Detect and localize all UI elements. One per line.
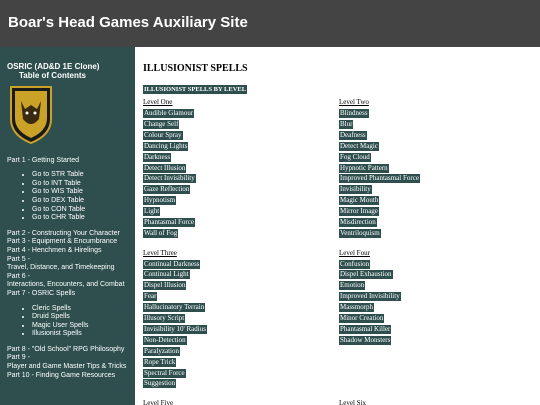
toc-heading: OSRIC (AD&D 1E Clone) Table of Contents bbox=[7, 62, 135, 80]
spell-link[interactable]: Hypnotism bbox=[143, 196, 177, 206]
spell-link[interactable]: Invisibility 10' Radius bbox=[143, 324, 207, 334]
logo bbox=[10, 86, 52, 145]
spell-link[interactable]: Invisibility bbox=[339, 185, 372, 195]
toc-sublist: Cleric SpellsDruid SpellsMagic User Spel… bbox=[7, 305, 135, 339]
toc-subitem[interactable]: Go to WIS Table bbox=[32, 188, 135, 197]
spell-link[interactable]: Non-Detection bbox=[143, 335, 187, 345]
spell-link[interactable]: Detect Magic bbox=[339, 141, 379, 151]
toc: Part 1 - Getting StartedGo to STR TableG… bbox=[7, 157, 135, 381]
toc-part[interactable]: Part 6 - Interactions, Encounters, and Co… bbox=[7, 273, 135, 290]
spell-link[interactable]: Hallucinatory Terrain bbox=[143, 303, 206, 313]
toc-subitem[interactable]: Druid Spells bbox=[32, 313, 135, 322]
spell-link[interactable]: Minor Creation bbox=[339, 314, 385, 323]
spell-link[interactable]: Shadow Monsters bbox=[339, 335, 392, 345]
spell-link[interactable]: Deafness bbox=[339, 130, 367, 140]
spell-link[interactable]: Misdirection bbox=[339, 218, 377, 227]
toc-part[interactable]: Part 9 - Player and Game Master Tips & Tr… bbox=[7, 354, 135, 371]
toc-subitem[interactable]: Go to DEX Table bbox=[32, 197, 135, 206]
spell-link[interactable]: Blur bbox=[339, 119, 354, 129]
spell-link[interactable]: Colour Spray bbox=[143, 130, 183, 140]
spell-link[interactable]: Wall of Fog bbox=[143, 228, 179, 238]
toc-part[interactable]: Part 3 - Equipment & Encumbrance bbox=[7, 238, 135, 247]
toc-subitem[interactable]: Go to CON Table bbox=[32, 206, 135, 215]
spell-link[interactable]: Improved Invisibility bbox=[339, 292, 401, 302]
spell-link[interactable]: Ventriloquism bbox=[339, 228, 381, 238]
spell-link[interactable]: Light bbox=[143, 207, 161, 217]
toc-part-line[interactable]: Interactions, Encounters, and Combat bbox=[7, 281, 125, 289]
toc-subitem[interactable]: Cleric Spells bbox=[32, 305, 135, 314]
toc-heading-line: OSRIC (AD&D 1E Clone) bbox=[7, 62, 100, 71]
toc-part[interactable]: Part 4 - Henchmen & Hirelings bbox=[7, 247, 135, 256]
toc-sublist: Go to STR TableGo to INT TableGo to WIS … bbox=[7, 171, 135, 223]
spell-link[interactable]: Spectral Force bbox=[143, 368, 186, 378]
content: ILLUSIONIST SPELLS ILLUSIONIST SPELLS BY … bbox=[135, 47, 540, 405]
spell-link[interactable]: Fog Cloud bbox=[339, 152, 371, 162]
spell-link[interactable]: Hypnotic Pattern bbox=[339, 163, 389, 173]
spell-link[interactable]: Change Self bbox=[143, 119, 180, 129]
spell-link[interactable]: Fear bbox=[143, 292, 158, 302]
level-heading: Level Four bbox=[339, 248, 370, 257]
toc-part-line[interactable]: Part 10 - Finding Game Resources bbox=[7, 371, 116, 379]
toc-part[interactable]: Part 2 - Constructing Your Character bbox=[7, 230, 135, 239]
toc-part-line[interactable]: Part 5 - bbox=[7, 255, 30, 263]
toc-subitem[interactable]: Illusionist Spells bbox=[32, 330, 135, 339]
level-heading: Level Six bbox=[339, 399, 367, 405]
spell-link[interactable]: Illusory Script bbox=[143, 314, 186, 323]
toc-subitem[interactable]: Magic User Spells bbox=[32, 322, 135, 331]
toc-part-line[interactable]: Part 9 - bbox=[7, 354, 30, 362]
toc-part-line[interactable]: Travel, Distance, and Timekeeping bbox=[7, 264, 115, 272]
toc-part-line[interactable]: Part 8 - "Old School" RPG Philosophy bbox=[7, 345, 125, 353]
level-heading: Level Five bbox=[143, 399, 174, 405]
level-heading: Level One bbox=[143, 98, 173, 106]
spell-link[interactable]: Rope Trick bbox=[143, 357, 177, 367]
spell-link[interactable]: Audible Glamour bbox=[143, 109, 195, 118]
spell-link[interactable]: Paralyzation bbox=[143, 346, 180, 356]
sidebar: OSRIC (AD&D 1E Clone) Table of Contents P… bbox=[0, 47, 135, 405]
spell-link[interactable]: Continual Light bbox=[143, 270, 190, 280]
toc-part-line[interactable]: Part 1 - Getting Started bbox=[7, 156, 79, 164]
section-heading: ILLUSIONIST SPELLS BY LEVEL bbox=[143, 85, 248, 94]
spell-link[interactable]: Magic Mouth bbox=[339, 196, 380, 206]
site-title[interactable]: Boar's Head Games Auxiliary Site bbox=[8, 14, 248, 31]
toc-part[interactable]: Part 1 - Getting Started bbox=[7, 157, 135, 166]
toc-part-line[interactable]: Part 2 - Constructing Your Character bbox=[7, 229, 120, 237]
toc-part-line[interactable]: Part 6 - bbox=[7, 272, 30, 280]
spell-link[interactable]: Phantasmal Killer bbox=[339, 324, 392, 334]
spell-link[interactable]: Improved Phantasmal Force bbox=[339, 174, 420, 184]
toc-part[interactable]: Part 10 - Finding Game Resources bbox=[7, 372, 135, 381]
level-heading: Level Three bbox=[143, 248, 177, 257]
page-heading: ILLUSIONIST SPELLS bbox=[143, 63, 248, 74]
spell-link[interactable]: Blindness bbox=[339, 109, 369, 118]
site-header: Boar's Head Games Auxiliary Site bbox=[0, 0, 540, 47]
spell-link[interactable]: Massmorph bbox=[339, 303, 375, 313]
spell-link[interactable]: Detect Illusion bbox=[143, 163, 187, 173]
spell-link[interactable]: Suggestion bbox=[143, 379, 177, 389]
spell-link[interactable]: Darkness bbox=[143, 152, 172, 162]
spell-link[interactable]: Dispel Exhaustion bbox=[339, 270, 393, 280]
spell-link[interactable]: Emotion bbox=[339, 281, 366, 291]
toc-part-line[interactable]: Player and Game Master Tips & Tricks bbox=[7, 363, 127, 371]
spell-link[interactable]: Continual Darkness bbox=[143, 259, 201, 269]
toc-heading-line: Table of Contents bbox=[19, 71, 86, 80]
spell-link[interactable]: Confusion bbox=[339, 259, 371, 269]
toc-part-line[interactable]: Part 4 - Henchmen & Hirelings bbox=[7, 246, 102, 254]
spell-link[interactable]: Detect Invisibility bbox=[143, 174, 196, 184]
spell-link[interactable]: Gaze Reflection bbox=[143, 185, 191, 195]
level-heading: Level Two bbox=[339, 98, 369, 106]
spell-link[interactable]: Phantasmal Force bbox=[143, 218, 195, 227]
toc-part[interactable]: Part 5 - Travel, Distance, and Timekeepin… bbox=[7, 256, 135, 273]
toc-part[interactable]: Part 7 - OSRIC Spells bbox=[7, 290, 135, 299]
toc-subitem[interactable]: Go to CHR Table bbox=[32, 214, 135, 223]
toc-part[interactable]: Part 8 - "Old School" RPG Philosophy bbox=[7, 346, 135, 355]
toc-part-line[interactable]: Part 3 - Equipment & Encumbrance bbox=[7, 238, 118, 246]
toc-subitem[interactable]: Go to STR Table bbox=[32, 171, 135, 180]
spell-link[interactable]: Mirror Image bbox=[339, 207, 379, 217]
toc-subitem[interactable]: Go to INT Table bbox=[32, 180, 135, 189]
spell-link[interactable]: Dispel Illusion bbox=[143, 281, 187, 291]
spell-link[interactable]: Dancing Lights bbox=[143, 141, 189, 151]
toc-part-line[interactable]: Part 7 - OSRIC Spells bbox=[7, 289, 76, 297]
